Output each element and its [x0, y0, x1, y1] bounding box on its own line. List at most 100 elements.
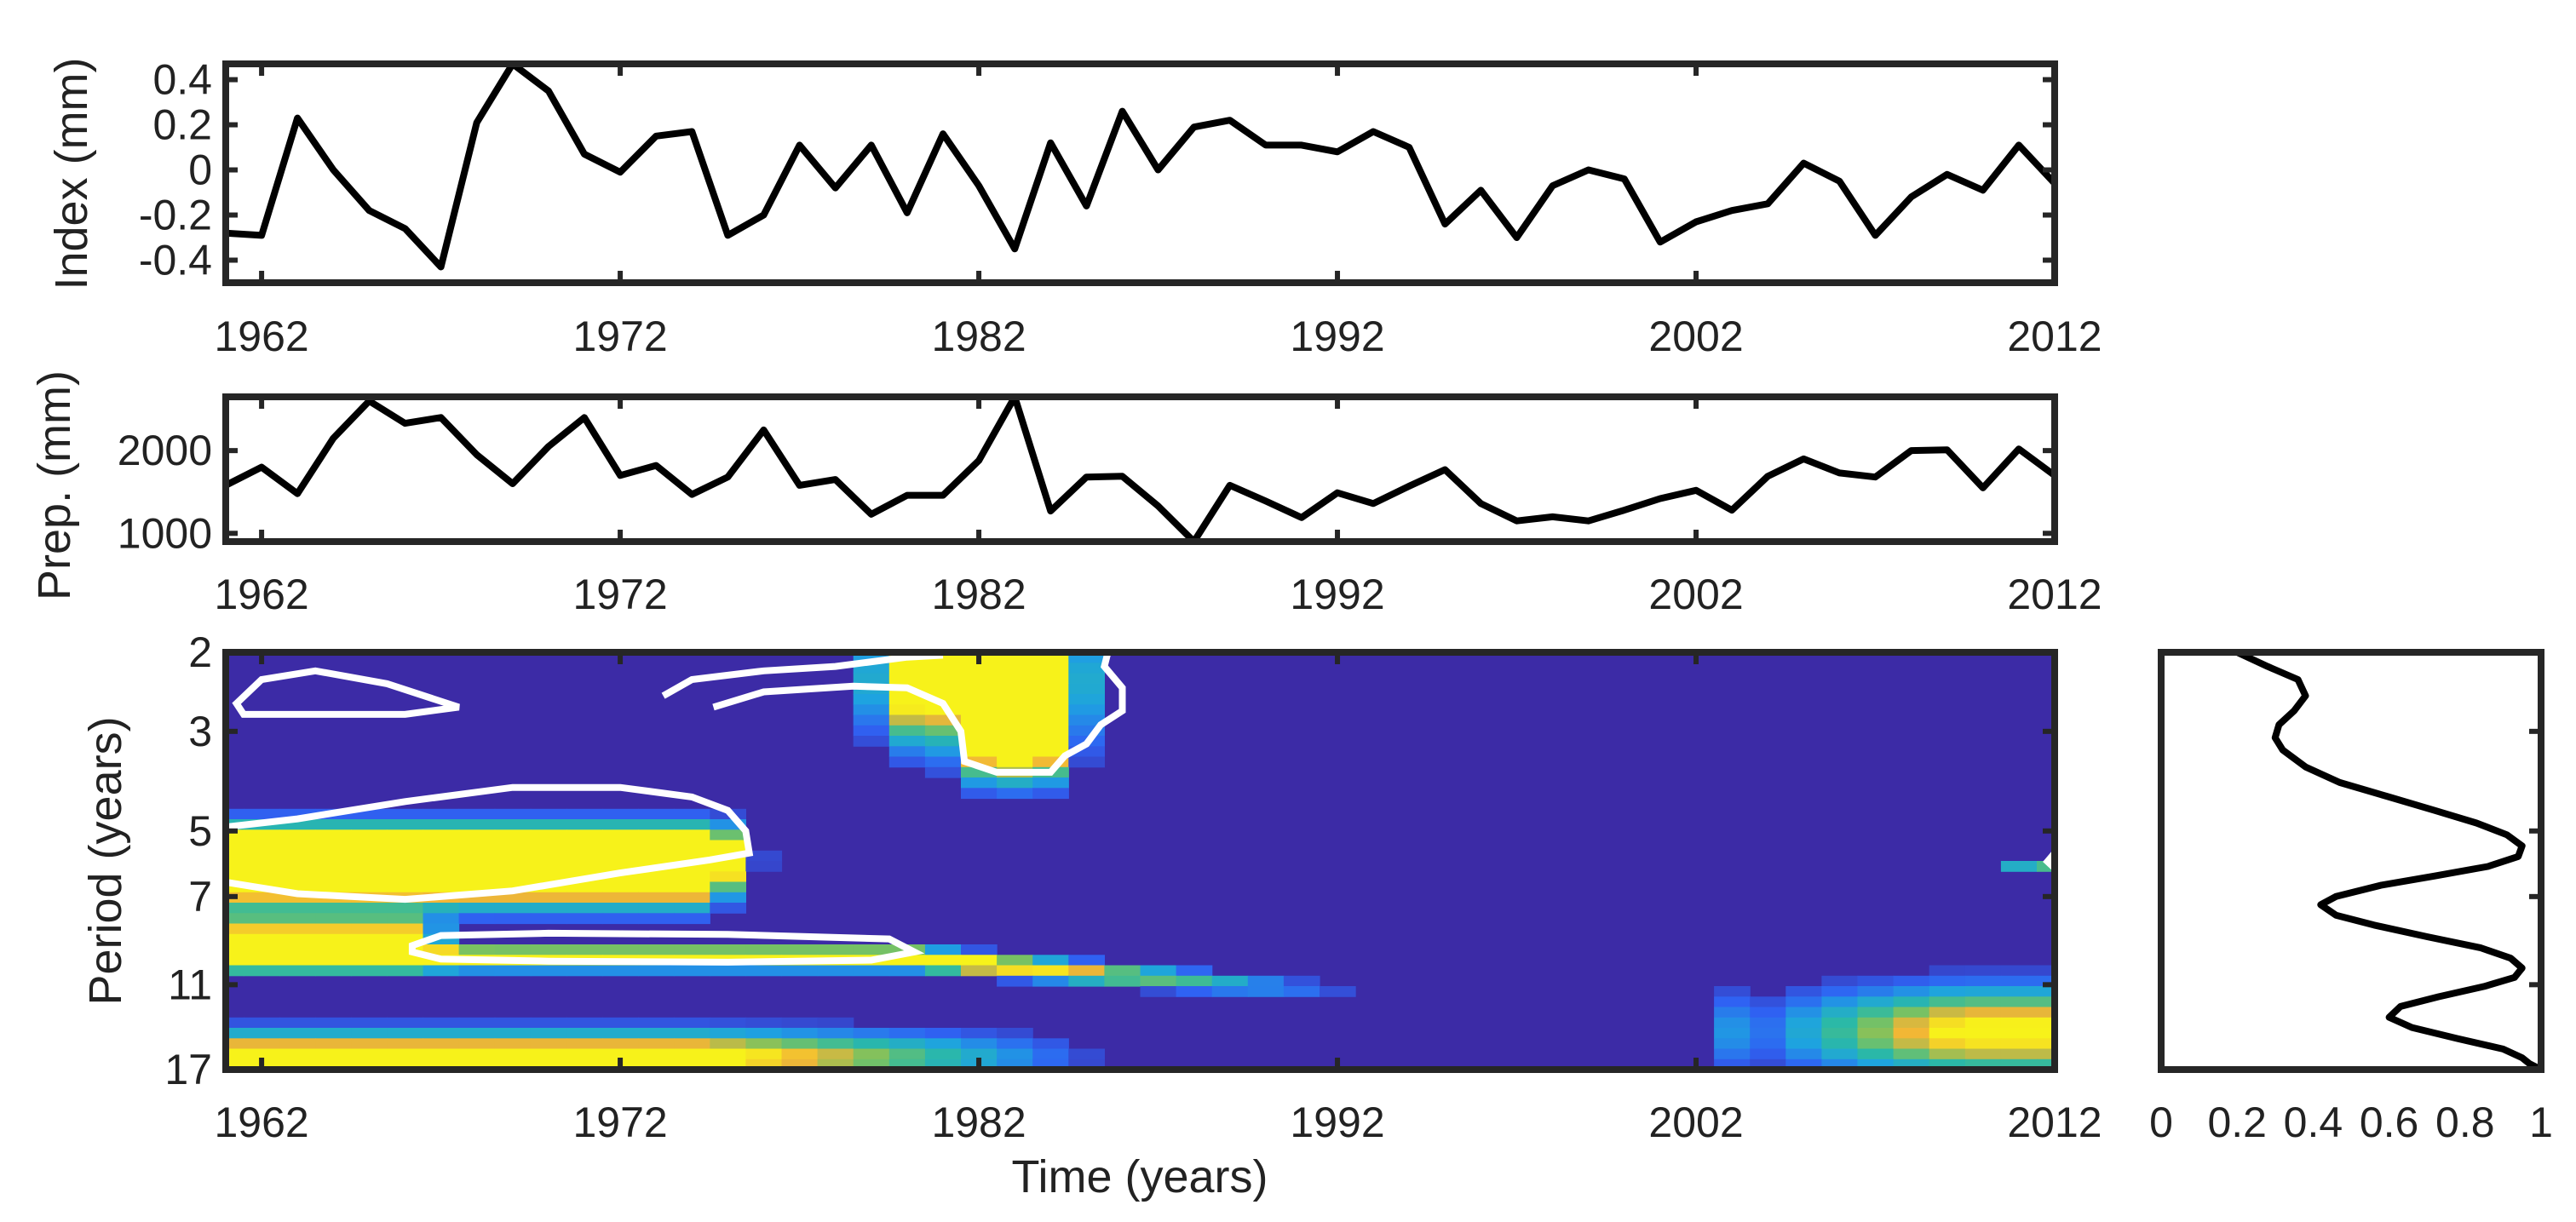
wavelet-xlabel: Time (years)	[1011, 1151, 1268, 1202]
power-panel: 0 0.2 0.4 0.6 0.8 1	[2149, 649, 2553, 1146]
wavelet-cell	[458, 903, 496, 914]
wavelet-cell	[1785, 1028, 1822, 1039]
wavelet-cell	[315, 881, 352, 893]
wavelet-cell	[924, 955, 962, 967]
wavelet-cell	[530, 808, 567, 820]
wavelet-cell	[745, 1017, 783, 1029]
significance-contour	[712, 652, 1126, 776]
wavelet-cell	[315, 913, 352, 925]
wavelet-cell	[1821, 1028, 1859, 1039]
wavelet-cell	[1893, 1017, 1930, 1029]
wavelet-cell	[494, 903, 532, 914]
wavelet-cell	[458, 1017, 496, 1029]
wavelet-ytick-label: 2	[188, 628, 212, 676]
index-panel: 1962 1972 1982 1992 2002 2012-0.4-0.200.20.4 …	[46, 56, 2102, 360]
wavelet-cell	[1032, 673, 1069, 685]
wavelet-cell	[566, 965, 603, 977]
wavelet-cell	[817, 1028, 854, 1039]
wavelet-cell	[710, 892, 746, 904]
wavelet-cell	[1032, 955, 1069, 967]
wavelet-cell	[351, 1048, 388, 1060]
wavelet-cell	[924, 673, 962, 685]
wavelet-cell	[458, 944, 496, 955]
wavelet-cell	[2000, 1017, 2038, 1029]
precip-xtick-label: 1972	[572, 571, 667, 618]
wavelet-cell	[674, 1038, 710, 1050]
wavelet-xtick-label: 1992	[1290, 1099, 1384, 1146]
wavelet-cell	[387, 840, 424, 852]
wavelet-cell	[351, 923, 388, 935]
wavelet-ytick-label: 5	[188, 807, 212, 855]
wavelet-cell	[1929, 1028, 1966, 1039]
wavelet-cell	[226, 808, 244, 820]
wavelet-cell	[781, 944, 819, 955]
wavelet-cell	[1964, 1028, 2002, 1039]
wavelet-cell	[638, 840, 675, 852]
wavelet-cell	[638, 903, 675, 914]
wavelet-cell	[997, 777, 1033, 789]
wavelet-cell	[710, 871, 746, 883]
wavelet-cell	[817, 965, 854, 977]
wavelet-frame	[222, 649, 2058, 1073]
wavelet-cell	[244, 1048, 280, 1060]
wavelet-cell	[1750, 996, 1786, 1008]
wavelet-cell	[351, 819, 388, 830]
wavelet-cell	[1104, 965, 1141, 977]
wavelet-cell	[710, 829, 746, 841]
wavelet-cell	[530, 944, 567, 955]
index-axis-ticks: 1962 1972 1982 1992 2002 2012 -0.4-0.200.20.4	[139, 56, 2102, 360]
wavelet-cell	[387, 871, 424, 883]
wavelet-cell	[315, 829, 352, 841]
wavelet-cell	[279, 1028, 316, 1039]
wavelet-cell	[226, 1038, 244, 1050]
wavelet-cell	[1176, 965, 1213, 977]
wavelet-cell	[566, 944, 603, 955]
wavelet-cell	[638, 871, 675, 883]
wavelet-cell	[1032, 714, 1069, 726]
wavelet-cell	[961, 683, 998, 695]
wavelet-cell	[1893, 1007, 1930, 1018]
wavelet-cell	[1929, 1038, 1966, 1050]
wavelet-cell	[997, 1028, 1033, 1039]
wavelet-cell	[458, 861, 496, 872]
wavelet-cell	[710, 965, 746, 977]
wavelet-cell	[853, 1028, 890, 1039]
wavelet-cell	[602, 881, 639, 893]
wavelet-xtick-label: 2002	[1648, 1099, 1743, 1146]
wavelet-cell	[638, 913, 675, 925]
wavelet-cell	[1176, 975, 1213, 987]
precip-xtick-label: 1982	[931, 571, 1026, 618]
wavelet-cell	[1857, 1028, 1895, 1039]
wavelet-cell	[745, 1038, 783, 1050]
index-ytick-label: -0.4	[139, 237, 212, 284]
wavelet-cell	[387, 913, 424, 925]
wavelet-cell	[961, 777, 998, 789]
wavelet-cell	[423, 819, 460, 830]
wavelet-cell	[244, 840, 280, 852]
wavelet-cell	[1714, 1028, 1751, 1039]
wavelet-cell	[458, 871, 496, 883]
wavelet-cell	[1068, 965, 1105, 977]
wavelet-cell	[351, 1038, 388, 1050]
wavelet-cell	[351, 881, 388, 893]
wavelet-cell	[1068, 975, 1105, 987]
wavelet-cell	[351, 944, 388, 955]
wavelet-cell	[781, 1028, 819, 1039]
wavelet-cell	[710, 903, 746, 914]
wavelet-cell	[997, 725, 1033, 737]
wavelet-cell	[315, 955, 352, 967]
wavelet-xtick-label: 1962	[214, 1099, 308, 1146]
wavelet-cell	[710, 861, 746, 872]
wavelet-cell	[566, 850, 603, 862]
wavelet-cell	[674, 840, 710, 852]
wavelet-cell	[888, 736, 926, 747]
wavelet-cell	[745, 1048, 783, 1060]
wavelet-cell	[279, 923, 316, 935]
wavelet-cell	[853, 673, 890, 685]
wavelet-cell	[1320, 986, 1356, 997]
index-ytick-label: 0.2	[152, 101, 212, 149]
wavelet-cell	[602, 913, 639, 925]
wavelet-cell	[279, 829, 316, 841]
wavelet-cell	[888, 1028, 926, 1039]
wavelet-cell	[244, 1017, 280, 1029]
